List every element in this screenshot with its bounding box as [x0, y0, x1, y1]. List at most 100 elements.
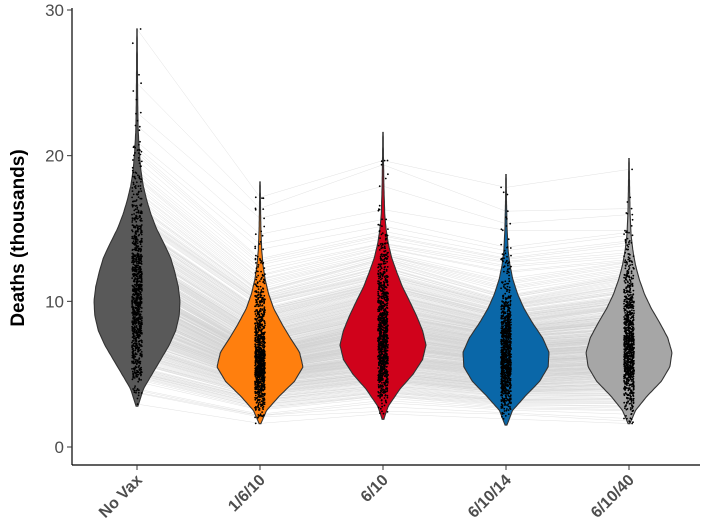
data-point — [503, 270, 505, 273]
data-point — [131, 325, 134, 328]
data-point — [140, 370, 142, 373]
data-point — [505, 218, 508, 220]
data-point — [626, 329, 628, 331]
data-point — [627, 400, 629, 403]
data-point — [264, 324, 266, 327]
data-point — [384, 394, 387, 396]
data-point — [138, 364, 141, 367]
data-point — [379, 305, 381, 308]
data-point — [380, 297, 383, 299]
data-point — [386, 283, 389, 286]
data-point — [630, 342, 633, 345]
data-point — [505, 363, 508, 366]
data-point — [507, 405, 510, 408]
data-point — [386, 242, 389, 244]
data-point — [131, 235, 134, 238]
data-point — [263, 414, 265, 416]
data-point — [382, 253, 385, 256]
data-point — [259, 309, 261, 312]
data-point — [503, 257, 505, 260]
data-point — [135, 264, 138, 267]
data-point — [377, 354, 380, 357]
data-point — [380, 393, 382, 395]
data-point — [509, 303, 512, 305]
data-point — [379, 257, 382, 260]
data-point — [378, 353, 381, 355]
data-point — [131, 341, 133, 344]
data-point — [256, 281, 259, 284]
data-point — [134, 300, 136, 302]
data-point — [257, 293, 260, 296]
data-point — [262, 197, 265, 200]
data-point — [132, 171, 135, 174]
data-point — [132, 360, 135, 363]
data-point — [135, 285, 138, 288]
data-point — [138, 324, 141, 327]
data-point — [508, 280, 511, 283]
data-point — [263, 225, 266, 228]
data-point — [503, 410, 506, 412]
data-point — [131, 229, 133, 232]
data-point — [140, 197, 143, 200]
data-point — [507, 282, 510, 285]
data-point — [133, 145, 136, 148]
data-point — [131, 221, 134, 223]
data-point — [254, 394, 257, 397]
data-point — [137, 391, 140, 394]
data-point — [138, 333, 141, 336]
data-point — [381, 402, 383, 405]
data-point — [133, 377, 136, 379]
data-point — [131, 305, 134, 307]
data-point — [135, 220, 138, 223]
data-point — [133, 213, 136, 215]
data-point — [259, 258, 261, 260]
data-point — [263, 267, 266, 269]
data-point — [381, 242, 383, 245]
data-point — [259, 300, 262, 302]
data-point — [138, 316, 141, 318]
data-point — [140, 178, 143, 181]
data-point — [258, 378, 261, 380]
data-point — [133, 387, 136, 389]
data-point — [630, 380, 633, 382]
data-point — [135, 375, 138, 377]
data-point — [261, 273, 264, 276]
data-point — [135, 204, 138, 207]
data-point — [503, 407, 506, 410]
data-point — [132, 183, 135, 186]
data-point — [134, 171, 137, 174]
data-point — [261, 411, 263, 413]
data-point — [140, 224, 143, 226]
data-point — [140, 190, 143, 193]
data-point — [377, 282, 379, 285]
data-point — [131, 237, 134, 240]
data-point — [632, 394, 635, 396]
data-point — [254, 313, 257, 315]
data-point — [138, 346, 141, 349]
data-point — [383, 339, 385, 342]
data-point — [257, 390, 260, 393]
data-point — [386, 291, 388, 293]
data-point — [506, 290, 508, 293]
data-point — [257, 331, 260, 333]
data-point — [255, 300, 258, 303]
data-point — [508, 291, 511, 294]
data-point — [631, 385, 633, 388]
data-point — [139, 322, 142, 325]
data-point — [263, 300, 266, 303]
data-point — [380, 399, 383, 401]
data-point — [131, 224, 134, 227]
data-point — [259, 346, 262, 349]
data-point — [632, 409, 635, 412]
data-point — [377, 292, 380, 295]
data-point — [141, 272, 143, 275]
data-point — [387, 173, 389, 176]
data-point — [140, 165, 142, 168]
data-point — [140, 287, 143, 290]
data-point — [386, 327, 389, 329]
data-point — [384, 303, 386, 306]
data-point — [254, 207, 257, 210]
data-point — [255, 336, 257, 339]
data-point — [501, 253, 504, 256]
data-point — [137, 394, 140, 397]
